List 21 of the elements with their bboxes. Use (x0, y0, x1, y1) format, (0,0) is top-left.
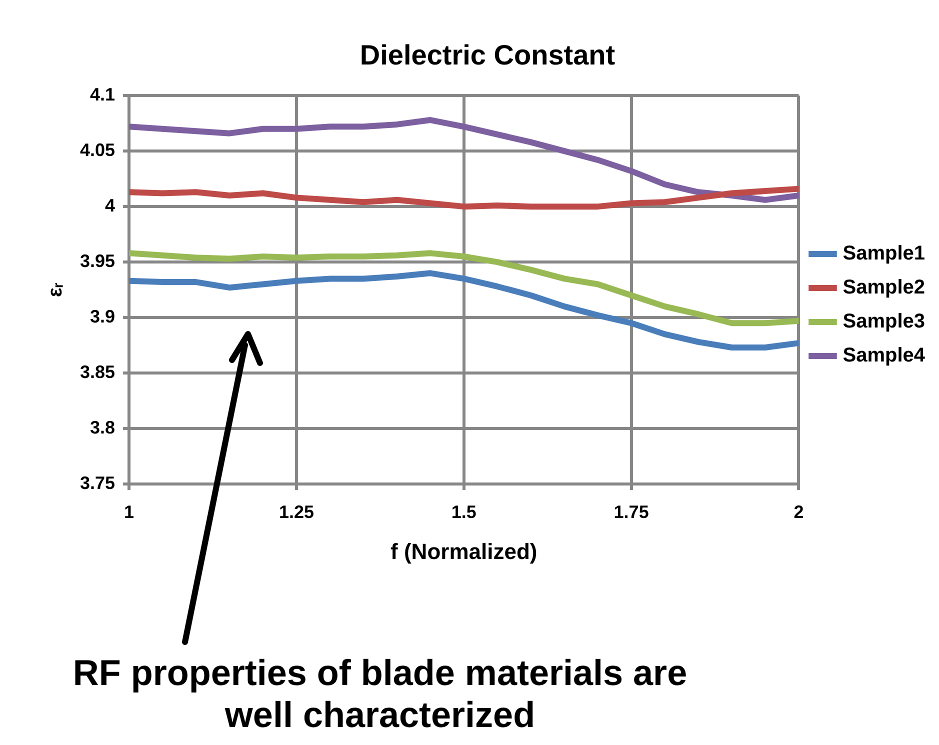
y-tick-label: 3.75 (80, 472, 116, 493)
y-tick-label: 3.95 (80, 251, 116, 272)
legend-label: Sample2 (842, 276, 925, 299)
y-tick-label: 3.9 (90, 306, 116, 327)
y-tick-label: 3.85 (80, 362, 116, 382)
x-axis-title: f (Normalized) (390, 538, 538, 564)
y-tick-label: 4.1 (90, 84, 116, 105)
legend-label: Sample3 (842, 310, 925, 333)
x-tick-label: 1.25 (278, 502, 314, 522)
y-tick-label: 4 (105, 196, 116, 216)
text: RF properties of blade materials are well characterized (72, 652, 688, 736)
y-axis-title: εᵣ (44, 282, 67, 298)
x-tick-label: 2 (794, 502, 804, 522)
legend-label: Sample4 (842, 344, 926, 367)
x-tick-label: 1 (124, 502, 134, 522)
y-tick-label: 4.05 (80, 140, 116, 160)
x-tick-label: 1.5 (451, 502, 476, 522)
chart-title: Dielectric Constant (360, 40, 616, 71)
y-tick-label: 3.8 (90, 417, 116, 438)
x-tick-label: 1.75 (614, 502, 649, 522)
legend-label: Sample1 (842, 242, 925, 265)
